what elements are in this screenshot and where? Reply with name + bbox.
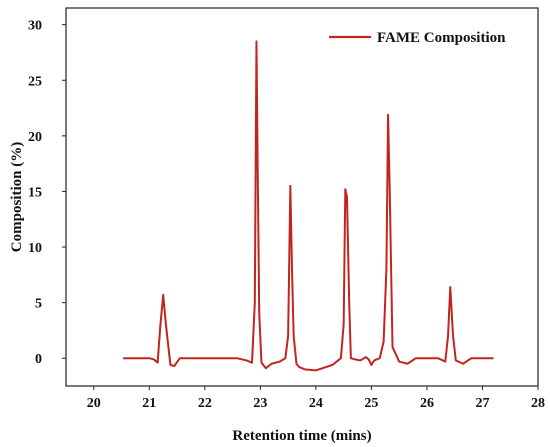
y-tick-label: 15 xyxy=(28,185,42,200)
x-tick-label: 27 xyxy=(475,396,489,411)
x-tick-label: 22 xyxy=(198,396,212,411)
x-tick-label: 23 xyxy=(253,396,267,411)
x-tick-label: 20 xyxy=(87,396,101,411)
y-tick-label: 25 xyxy=(28,74,42,89)
legend: FAME Composition xyxy=(329,30,506,46)
y-tick-label: 20 xyxy=(28,130,42,145)
y-tick-label: 10 xyxy=(28,241,42,256)
x-tick-label: 25 xyxy=(364,396,378,411)
series-layer xyxy=(123,40,494,372)
x-tick-label: 28 xyxy=(531,396,545,411)
plot-area-frame xyxy=(65,7,539,387)
y-axis: 0 5 10 15 20 25 30 xyxy=(28,19,66,367)
y-tick-label: 0 xyxy=(35,352,42,367)
y-tick-label: 30 xyxy=(28,19,42,34)
series-line-fame-composition xyxy=(123,40,494,372)
legend-label: FAME Composition xyxy=(377,30,506,46)
x-tick-label: 26 xyxy=(420,396,434,411)
x-tick-label: 24 xyxy=(309,396,323,411)
x-axis: 20 21 22 23 24 25 26 27 28 xyxy=(87,386,545,411)
x-axis-title: Retention time (mins) xyxy=(232,428,371,444)
x-tick-label: 21 xyxy=(142,396,156,411)
y-tick-label: 5 xyxy=(35,297,42,312)
y-axis-title: Composition (%) xyxy=(9,142,25,252)
